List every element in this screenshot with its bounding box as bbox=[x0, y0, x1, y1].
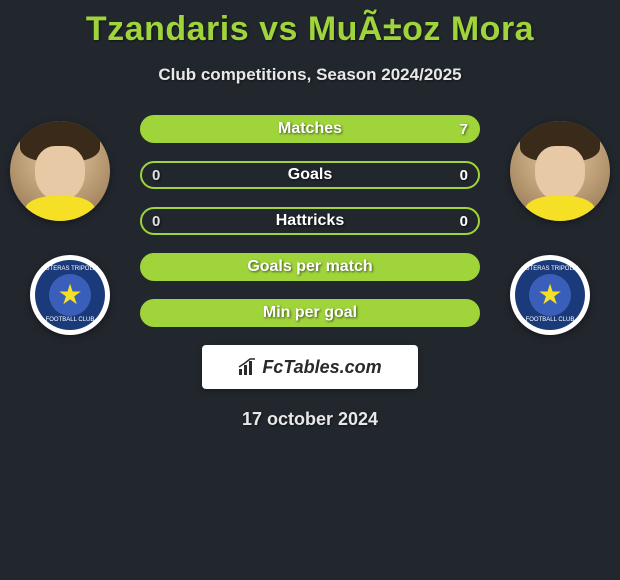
main-area: ASTERAS TRIPOLIS ★ FOOTBALL CLUB ASTERAS… bbox=[0, 115, 620, 430]
star-icon: ★ bbox=[537, 281, 562, 309]
star-icon: ★ bbox=[57, 281, 82, 309]
stat-row: Min per goal bbox=[140, 299, 480, 327]
stat-label: Matches bbox=[278, 120, 342, 138]
stat-row: Goals per match bbox=[140, 253, 480, 281]
stat-right-value: 0 bbox=[460, 167, 468, 184]
player-left-avatar bbox=[10, 121, 110, 221]
player-right-avatar bbox=[510, 121, 610, 221]
footer-date: 17 october 2024 bbox=[0, 409, 620, 430]
club-right-logo: ASTERAS TRIPOLIS ★ FOOTBALL CLUB bbox=[510, 255, 590, 335]
stat-row: 0 Goals 0 bbox=[140, 161, 480, 189]
club-left-logo: ASTERAS TRIPOLIS ★ FOOTBALL CLUB bbox=[30, 255, 110, 335]
club-logo-text-bottom: FOOTBALL CLUB bbox=[515, 317, 585, 323]
club-logo-text-top: ASTERAS TRIPOLIS bbox=[35, 266, 105, 272]
stat-left-value: 0 bbox=[152, 167, 160, 184]
stat-right-value: 0 bbox=[460, 213, 468, 230]
brand-box: FcTables.com bbox=[202, 345, 418, 389]
stat-label: Goals bbox=[288, 166, 332, 184]
stat-right-value: 7 bbox=[460, 121, 468, 138]
bar-chart-icon bbox=[238, 358, 258, 376]
stat-left-value: 0 bbox=[152, 213, 160, 230]
club-logo-text-bottom: FOOTBALL CLUB bbox=[35, 317, 105, 323]
comparison-card: Tzandaris vs MuÃ±oz Mora Club competitio… bbox=[0, 0, 620, 430]
stat-label: Hattricks bbox=[276, 212, 344, 230]
stat-label: Goals per match bbox=[247, 258, 372, 276]
season-subtitle: Club competitions, Season 2024/2025 bbox=[0, 65, 620, 85]
stat-row: 0 Hattricks 0 bbox=[140, 207, 480, 235]
stat-row: Matches 7 bbox=[140, 115, 480, 143]
stat-label: Min per goal bbox=[263, 304, 357, 322]
page-title: Tzandaris vs MuÃ±oz Mora bbox=[0, 0, 620, 49]
club-logo-text-top: ASTERAS TRIPOLIS bbox=[515, 266, 585, 272]
stats-table: Matches 7 0 Goals 0 0 Hattricks 0 Goals per matc… bbox=[140, 115, 480, 327]
brand-text: FcTables.com bbox=[262, 357, 381, 378]
